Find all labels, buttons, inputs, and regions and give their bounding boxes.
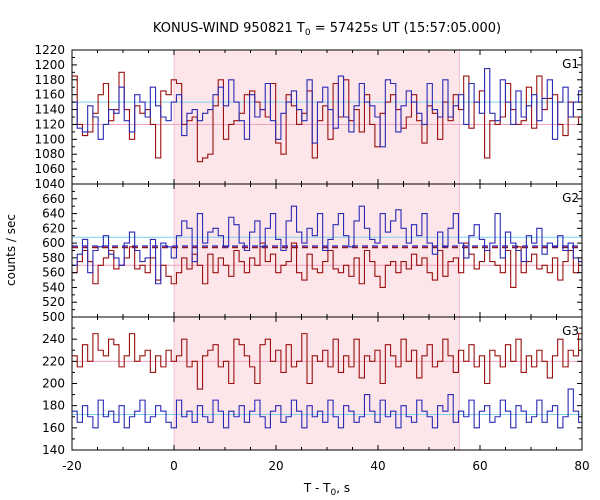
y-tick-label: 1140 [34,103,65,117]
panel-g3: 140 160 180 200 220 240 G3 -20 0 20 40 60 80 [42,316,590,473]
y-tick-label: 220 [42,354,65,368]
chart-title: KONUS-WIND 950821 T0 = 57425s UT (15:57:… [153,21,501,38]
x-tick-label: 20 [268,459,283,473]
y-tick-label: 160 [42,421,65,435]
chart-title-subscript: 0 [305,28,311,38]
x-axis-label-main: T - T [303,481,331,495]
y-tick-label: 1040 [34,177,65,191]
series-line-red [72,333,582,390]
series-line-blue [72,388,582,429]
y-tick-label: 580 [42,251,65,265]
x-tick-label: -20 [62,459,82,473]
x-axis-label-subscript: 0 [331,488,337,498]
y-tick-label: 600 [42,236,65,250]
y-tick-label: 560 [42,266,65,280]
y-tick-label: 1180 [34,73,65,87]
y-tick-label: 1160 [34,88,65,102]
y-tick-label: 640 [42,207,65,221]
x-tick-label: 80 [574,459,589,473]
panel-g1: 1040106010801100112011401160118012001220… [34,43,583,191]
y-tick-label: 1220 [34,43,65,57]
panels: 1040106010801100112011401160118012001220… [34,43,589,473]
shaded-interval [174,317,460,450]
y-tick-label: 140 [42,443,65,457]
shaded-interval [174,184,460,317]
series-line-red [72,242,582,288]
y-tick-label: 1060 [34,162,65,176]
panel-label: G2 [562,191,579,205]
y-tick-label: 200 [42,377,65,391]
series-line-red [72,71,582,163]
x-axis-label-rest: , s [336,481,350,495]
y-tick-label: 660 [42,192,65,206]
y-tick-label: 1200 [34,58,65,72]
y-tick-label: 620 [42,221,65,235]
y-tick-label: 1100 [34,132,65,146]
y-tick-label: 540 [42,280,65,294]
x-axis-label: T - T0, s [303,481,350,498]
y-tick-label: 500 [42,310,65,324]
x-tick-label: 0 [170,459,178,473]
y-tick-label: 520 [42,295,65,309]
x-tick-label: 40 [370,459,385,473]
x-tick-label: 60 [472,459,487,473]
series-line-blue [72,205,582,285]
panel-label: G3 [562,324,579,338]
y-tick-label: 1120 [34,117,65,131]
y-tick-label: 240 [42,332,65,346]
series-line-blue [72,68,582,148]
chart-title-rest: = 57425s UT (15:57:05.000) [311,21,501,36]
chart-title-main: KONUS-WIND 950821 T [153,21,305,36]
y-tick-label: 1080 [34,147,65,161]
panel-label: G1 [562,57,579,71]
y-tick-label: 180 [42,399,65,413]
y-axis-label: counts / sec [4,214,18,286]
